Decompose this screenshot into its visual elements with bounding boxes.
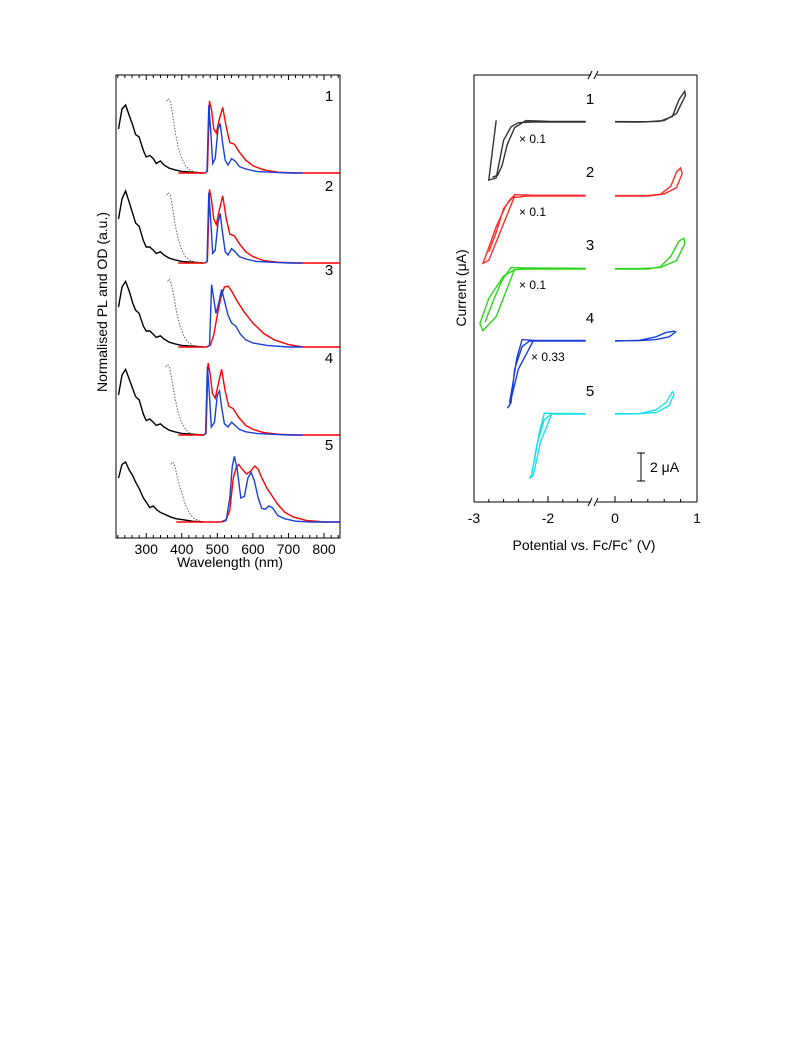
trace-label-4: 4 (325, 350, 333, 367)
scale-bar-label: 2 μA (650, 459, 680, 475)
cv-trace-label-2: 2 (586, 164, 594, 181)
cv-trace-label-3: 3 (586, 237, 594, 254)
pl-red-line-5 (176, 463, 340, 523)
right-trace-labels: 1 × 0.1 2 × 0.1 3 × 0.1 4 × 0.33 5 (519, 91, 594, 400)
left-x-tick-label: 600 (241, 541, 265, 557)
left-y-axis-label: Normalised PL and OD (a.u.) (94, 212, 110, 392)
cv-reduction-line-3 (479, 266, 586, 332)
right-traces (479, 89, 687, 479)
left-traces (117, 97, 340, 523)
cv-oxidation-line-3 (615, 237, 686, 270)
cv-reduction-line-5 (528, 412, 586, 479)
cv-oxidation-line-4 (614, 330, 678, 342)
left-x-axis-label: Wavelength (nm) (177, 554, 283, 570)
trace-label-2: 2 (325, 178, 333, 195)
trace-label-5: 5 (325, 437, 333, 454)
left-x-tick-labels: 300 400 500 600 700 800 (135, 541, 336, 557)
left-x-ticks (117, 75, 339, 538)
cv-trace-label-5: 5 (586, 383, 594, 400)
absorption-line-3 (117, 279, 204, 348)
cv-scale-factor-3: × 0.1 (519, 278, 546, 292)
scale-bar: 2 μA (637, 452, 680, 482)
pl-blue-line-3 (206, 284, 303, 348)
left-x-tick-label: 400 (170, 541, 194, 557)
dotted-line-1 (166, 97, 204, 174)
pl-red-line-3 (178, 285, 340, 348)
pl-red-line-1 (178, 100, 340, 174)
right-x-tick-label: 0 (611, 510, 619, 526)
cv-trace-label-4: 4 (586, 310, 594, 327)
cv-scale-factor-2: × 0.1 (519, 205, 546, 219)
axis-break-top (587, 70, 599, 80)
cv-oxidation-line-2 (615, 166, 683, 197)
cyclic-voltammetry-panel: 1 × 0.1 2 × 0.1 3 × 0.1 4 × 0.33 5 -3 -2 0 1 2 μA P… (453, 70, 701, 553)
right-x-tick-label: 1 (693, 510, 701, 526)
right-x-axis-label: Potential vs. Fc/Fc+ (V) (513, 536, 656, 553)
trace-label-3: 3 (325, 262, 333, 279)
pl-blue-line-1 (204, 104, 303, 174)
right-x-tick-labels: -3 -2 0 1 (468, 510, 701, 526)
absorption-pl-panel: 1 2 3 4 5 300 400 500 600 700 800 Wavelength (nm)… (94, 74, 341, 570)
left-plot-frame (115, 74, 341, 539)
cv-trace-label-1: 1 (586, 91, 594, 108)
cv-reduction-line-2 (481, 193, 586, 265)
right-y-axis-label: Current (μA) (453, 249, 469, 326)
pl-red-line-2 (178, 189, 340, 264)
left-x-tick-label: 700 (277, 541, 301, 557)
cv-scale-factor-4: × 0.33 (531, 350, 565, 364)
pl-blue-line-5 (222, 456, 340, 523)
left-x-tick-label: 800 (312, 541, 336, 557)
absorption-line-4 (117, 367, 204, 436)
cv-scale-factor-1: × 0.1 (519, 132, 546, 146)
absorption-line-1 (117, 103, 204, 174)
cv-reduction-line-4 (506, 338, 586, 409)
trace-label-1: 1 (325, 88, 333, 105)
cv-oxidation-line-5 (614, 390, 675, 415)
cv-reduction-line-1 (487, 119, 586, 182)
pl-blue-line-4 (203, 366, 303, 436)
dotted-line-5 (170, 461, 204, 523)
pl-blue-line-2 (204, 192, 303, 264)
absorption-line-2 (117, 189, 204, 264)
right-x-ticks (473, 496, 698, 502)
left-trace-labels: 1 2 3 4 5 (325, 88, 333, 454)
left-x-tick-label: 500 (206, 541, 230, 557)
right-x-tick-label: -2 (542, 510, 555, 526)
left-x-tick-label: 300 (135, 541, 159, 557)
dotted-line-3 (167, 278, 207, 348)
dotted-line-2 (166, 191, 204, 264)
right-x-tick-label: -3 (468, 510, 481, 526)
dotted-line-4 (165, 363, 204, 436)
axis-break-bottom (587, 497, 599, 507)
cv-oxidation-line-1 (614, 89, 687, 123)
absorption-line-5 (117, 460, 204, 523)
pl-red-line-4 (178, 362, 340, 436)
